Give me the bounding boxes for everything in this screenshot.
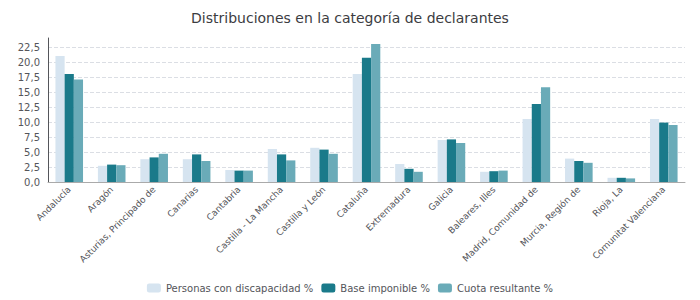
svg-text:Asturias, Principado de: Asturias, Principado de	[78, 184, 158, 264]
svg-text:17,5: 17,5	[18, 72, 40, 83]
svg-text:5,0: 5,0	[24, 147, 40, 158]
svg-text:Rioja, La: Rioja, La	[591, 184, 625, 218]
svg-text:10,0: 10,0	[18, 117, 40, 128]
svg-text:Personas con discapacidad %: Personas con discapacidad %	[166, 283, 313, 294]
svg-text:12,5: 12,5	[18, 102, 40, 113]
svg-text:15,0: 15,0	[18, 87, 40, 98]
svg-text:Castilla - La Mancha: Castilla - La Mancha	[214, 184, 285, 255]
svg-text:2,5: 2,5	[24, 162, 40, 173]
svg-text:Cuota resultante %: Cuota resultante %	[457, 283, 553, 294]
svg-text:22,5: 22,5	[18, 42, 40, 53]
svg-text:7,5: 7,5	[24, 132, 40, 143]
svg-text:Base imponible %: Base imponible %	[340, 283, 430, 294]
svg-text:20,0: 20,0	[18, 57, 40, 68]
svg-text:Galicia: Galicia	[426, 184, 455, 213]
svg-text:Comunitat Valenciana: Comunitat Valenciana	[590, 184, 667, 261]
svg-text:Distribuciones en la categoría: Distribuciones en la categoría de declar…	[191, 10, 509, 26]
svg-text:Cantabria: Cantabria	[205, 184, 243, 222]
svg-text:Canarias: Canarias	[165, 184, 200, 219]
svg-text:0,0: 0,0	[24, 177, 40, 188]
svg-text:Baleares, Illes: Baleares, Illes	[446, 184, 498, 236]
svg-text:Castilla y León: Castilla y León	[274, 184, 327, 237]
svg-text:Cataluña: Cataluña	[335, 184, 370, 219]
svg-text:Murcia, Región de: Murcia, Región de	[518, 184, 582, 248]
svg-text:Andalucía: Andalucía	[34, 184, 72, 222]
svg-text:Aragón: Aragón	[85, 184, 115, 214]
svg-text:Madrid, Comunidad de: Madrid, Comunidad de	[461, 184, 541, 264]
svg-text:Extremadura: Extremadura	[364, 184, 412, 232]
